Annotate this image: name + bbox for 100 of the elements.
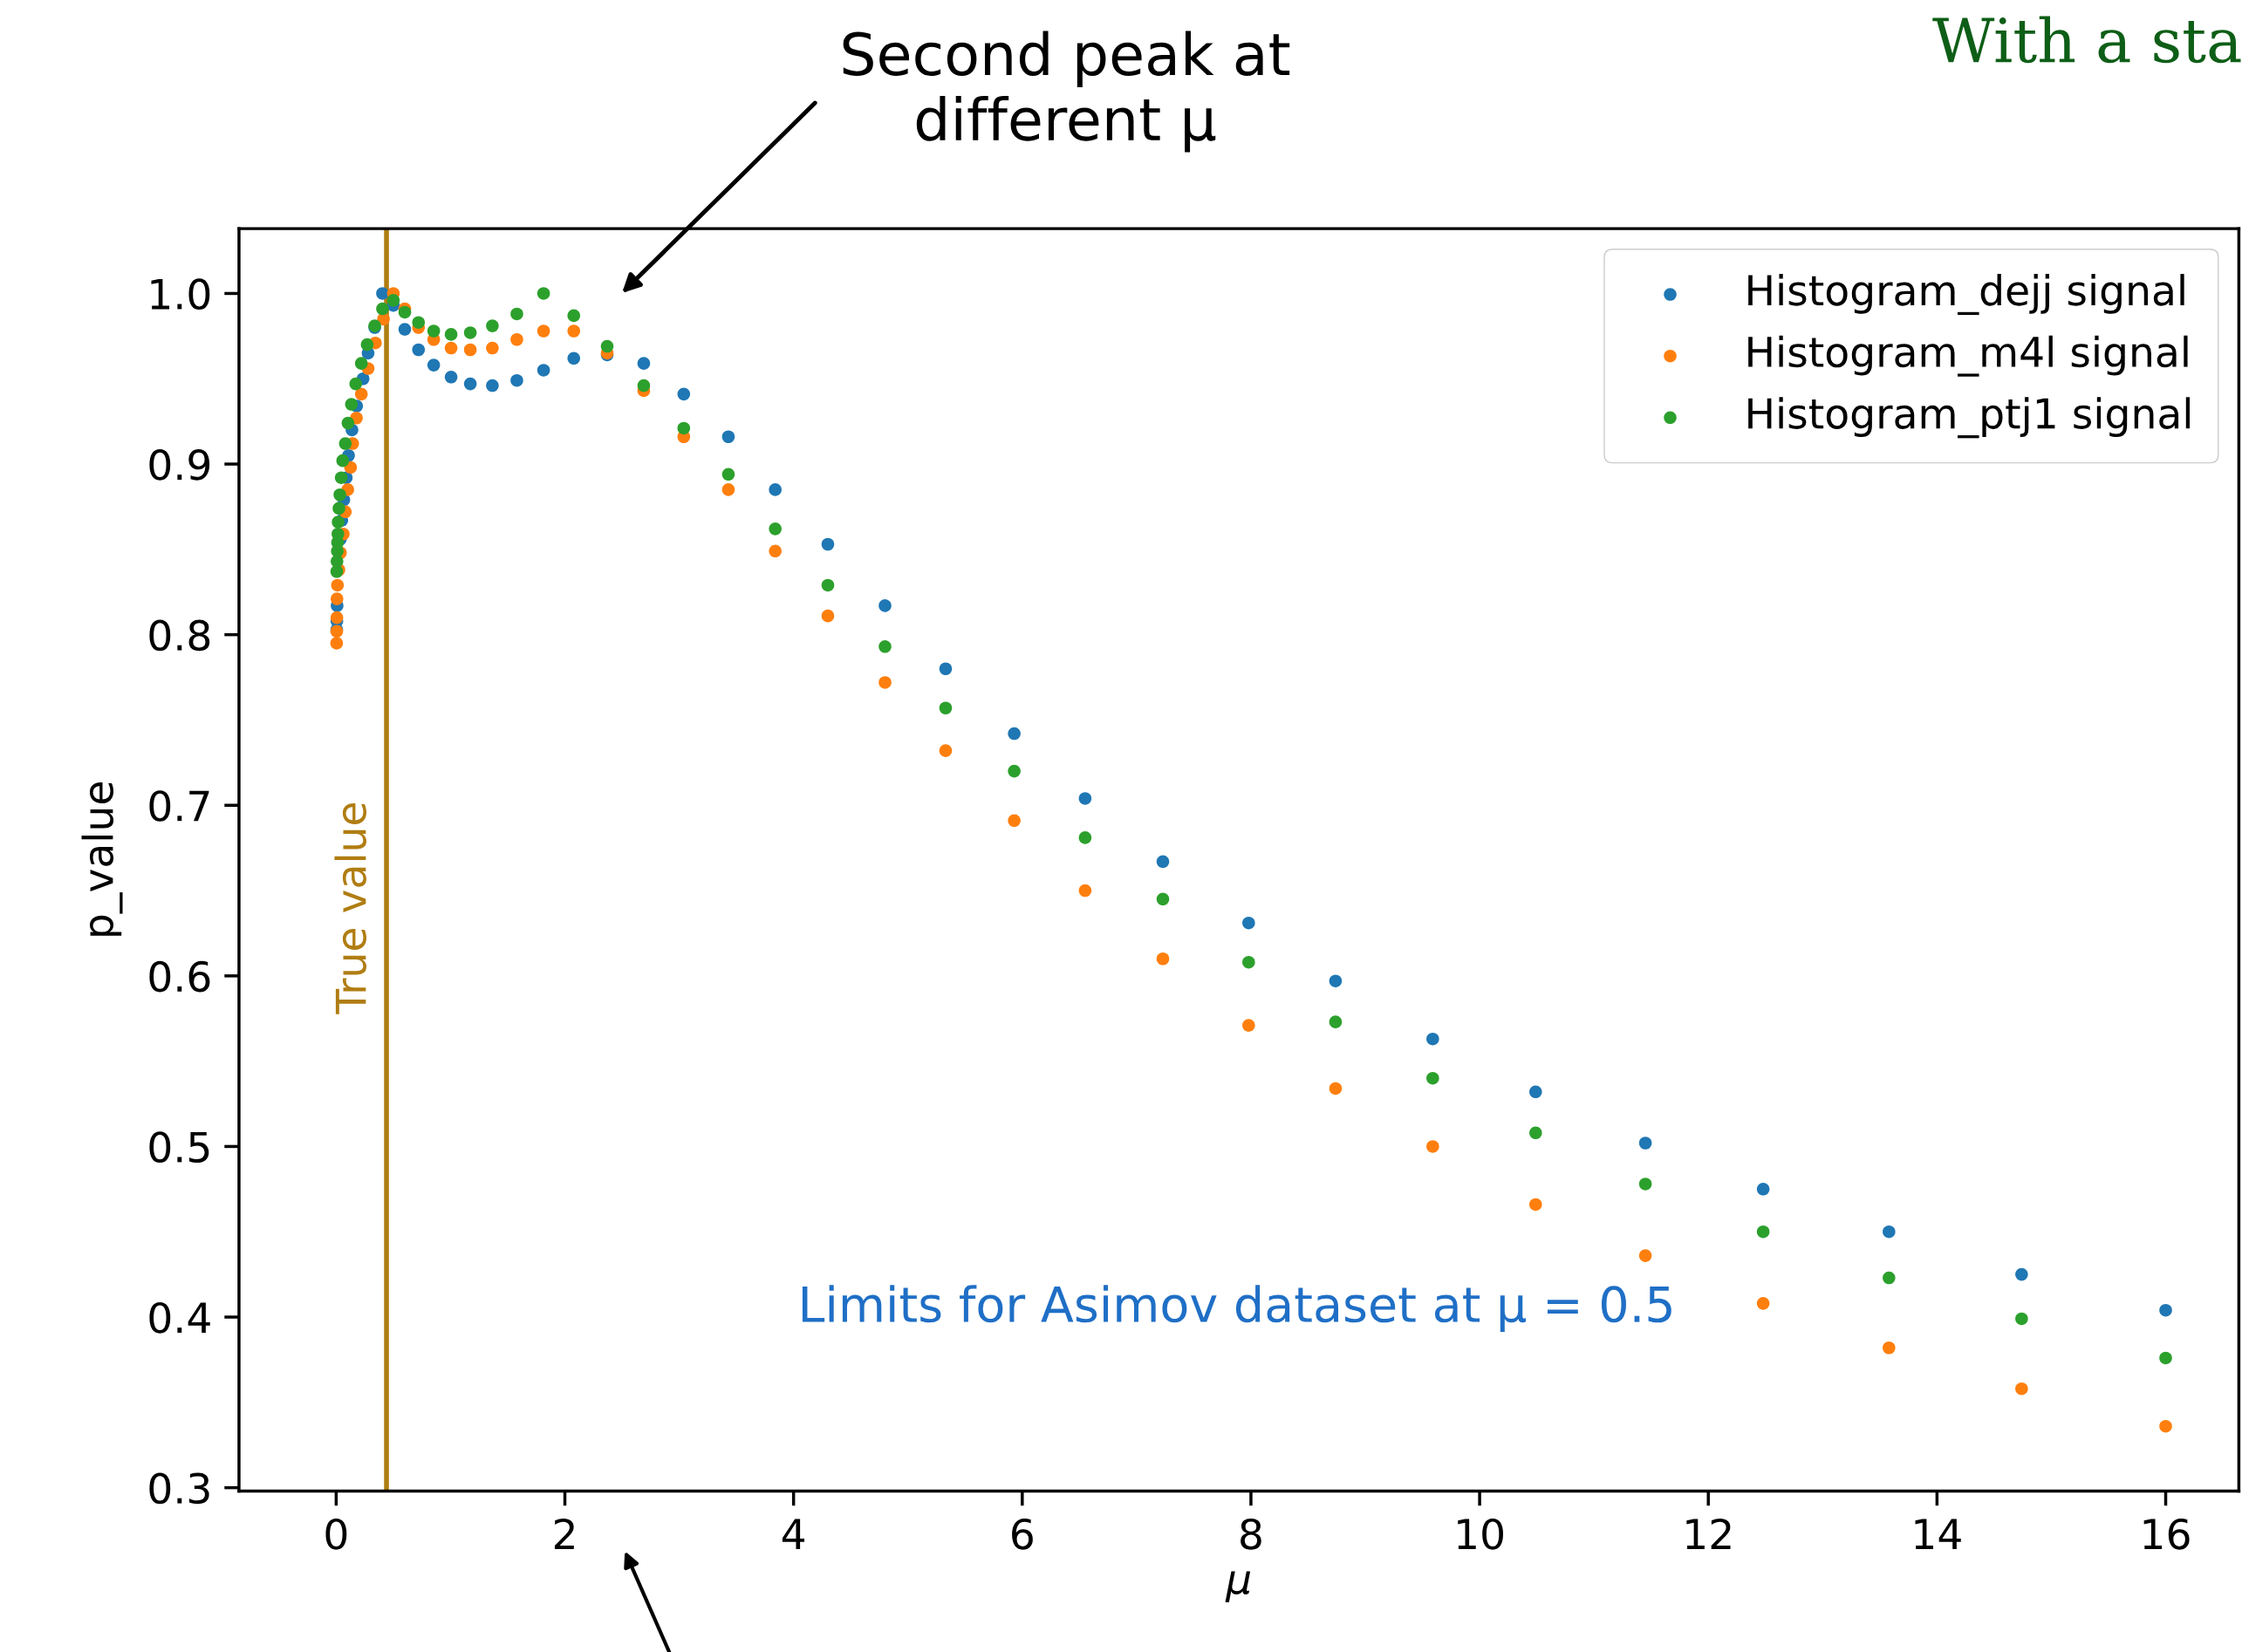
point <box>341 416 355 430</box>
point <box>2159 1303 2172 1317</box>
legend-label: Histogram_m4l signal <box>1748 335 2188 377</box>
point <box>1529 1085 1542 1099</box>
point <box>427 324 441 338</box>
point <box>332 515 345 529</box>
point <box>939 662 953 676</box>
point <box>427 358 441 372</box>
point <box>345 398 359 411</box>
point <box>412 316 426 329</box>
point <box>444 328 458 341</box>
point <box>332 502 345 515</box>
point <box>1242 916 1255 930</box>
point <box>1638 1249 1652 1262</box>
point <box>2015 1312 2028 1326</box>
point <box>1883 1225 1896 1239</box>
point <box>1078 831 1092 844</box>
x-tick-label: 6 <box>1012 1518 1033 1550</box>
point <box>677 387 691 401</box>
point <box>354 357 368 370</box>
point <box>386 294 400 307</box>
point <box>376 287 389 300</box>
point <box>486 341 499 355</box>
point <box>769 483 782 496</box>
point <box>1529 1198 1542 1212</box>
point <box>721 468 735 481</box>
point <box>1329 1082 1343 1096</box>
point <box>1883 1341 1896 1355</box>
point <box>1426 1140 1439 1153</box>
point <box>1638 1178 1652 1191</box>
point <box>1756 1183 1770 1196</box>
point <box>1078 884 1092 898</box>
legend-label: Histogram_dejj signal <box>1748 274 2184 316</box>
point <box>1426 1032 1439 1046</box>
point <box>463 326 477 339</box>
legend-label: Histogram_ptj1 signal <box>1748 397 2191 439</box>
point <box>336 454 350 468</box>
point <box>376 302 389 316</box>
y-tick-label: 0.9 <box>149 448 210 481</box>
point <box>878 640 892 653</box>
point <box>769 522 782 536</box>
point <box>2159 1419 2172 1433</box>
point <box>1883 1271 1896 1285</box>
x-axis-title: μ <box>1225 1571 1251 1603</box>
y-tick-label: 0.3 <box>149 1472 209 1505</box>
point <box>1242 955 1255 969</box>
text: With a sta <box>1932 16 2241 64</box>
point <box>1756 1225 1770 1239</box>
point <box>398 323 412 336</box>
point <box>444 341 458 355</box>
point <box>677 421 691 435</box>
point <box>354 387 368 401</box>
point <box>398 305 412 319</box>
point <box>1008 814 1021 828</box>
point <box>567 324 581 338</box>
point <box>333 488 346 502</box>
point <box>444 371 458 384</box>
point <box>1156 855 1170 869</box>
y-tick-label: 0.6 <box>149 960 210 993</box>
text: Second peak at different μ <box>843 31 1290 153</box>
point <box>567 352 581 365</box>
x-tick-label: 8 <box>1241 1518 1261 1550</box>
point <box>331 578 345 592</box>
point <box>349 377 363 391</box>
point <box>1008 764 1021 778</box>
point <box>721 483 735 496</box>
point <box>486 379 499 393</box>
point <box>637 379 651 393</box>
point <box>821 609 835 623</box>
point <box>1156 952 1170 966</box>
point <box>537 287 550 300</box>
point <box>721 430 735 444</box>
point <box>1008 727 1021 741</box>
point <box>939 744 953 757</box>
annotation: Limits for Asimov dataset at μ = 0.5 <box>802 1285 1671 1333</box>
point <box>537 364 550 377</box>
point <box>637 357 651 370</box>
point <box>1529 1126 1542 1140</box>
point <box>330 611 344 625</box>
point <box>338 437 352 450</box>
point <box>821 578 835 592</box>
point <box>1156 892 1170 906</box>
point <box>769 544 782 558</box>
point <box>2159 1351 2172 1365</box>
point <box>510 373 523 387</box>
point <box>1242 1019 1255 1032</box>
point <box>567 309 581 323</box>
x-tick-label: 2 <box>554 1518 574 1549</box>
point <box>510 332 523 346</box>
x-tick-label: 10 <box>1458 1518 1503 1550</box>
point <box>1638 1137 1652 1150</box>
point <box>510 307 523 321</box>
point <box>939 701 953 715</box>
point <box>331 592 344 605</box>
y-tick-label: 0.7 <box>149 790 209 822</box>
point <box>2015 1382 2028 1396</box>
y-axis-title: p_value <box>81 782 123 936</box>
y-tick-label: 0.4 <box>149 1301 210 1334</box>
ref-line-label: True value <box>334 802 367 1014</box>
point <box>412 343 426 357</box>
